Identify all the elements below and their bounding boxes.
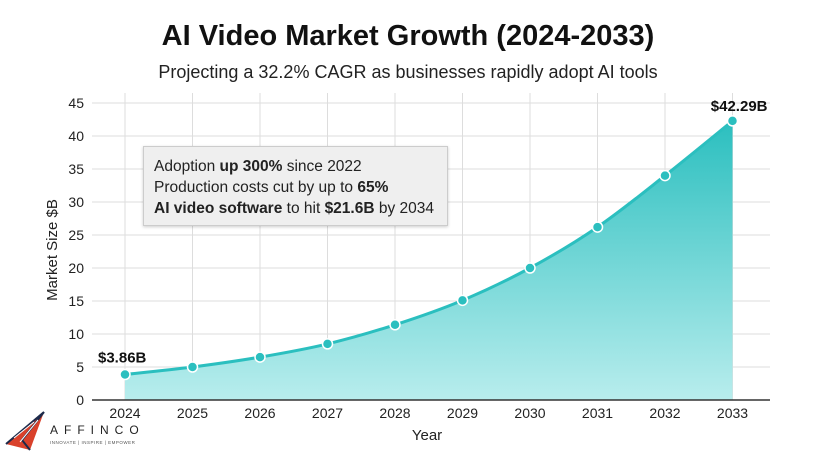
x-tick-label: 2032 — [649, 405, 680, 421]
chart-subtitle: Projecting a 32.2% CAGR as businesses ra… — [158, 62, 658, 82]
data-point — [254, 351, 266, 363]
annotation-text: up 300% — [219, 158, 283, 175]
logo: AFFINCO INNOVATE | INSPIRE | EMPOWER — [4, 410, 144, 454]
annotation-text: 65% — [357, 179, 389, 196]
annotation-text: by 2034 — [374, 200, 435, 217]
y-tick-label: 30 — [68, 194, 84, 210]
y-tick-label: 10 — [68, 326, 84, 342]
x-tick-label: 2027 — [312, 405, 343, 421]
x-tick-label: 2031 — [582, 405, 613, 421]
data-point — [524, 262, 536, 274]
annotation-box: Adoption up 300% since 2022 Production co… — [143, 146, 448, 226]
y-tick-label: 0 — [76, 392, 84, 408]
y-tick-label: 20 — [68, 260, 84, 276]
data-point — [186, 361, 199, 373]
x-tick-label: 2024 — [109, 405, 140, 421]
annotation-line: AI video software to hit $21.6B by 2034 — [154, 198, 437, 219]
area-fill — [125, 120, 733, 401]
logo-name: AFFINCO — [50, 423, 145, 437]
logo-tagline: INNOVATE | INSPIRE | EMPOWER — [50, 440, 136, 445]
data-label-first: $3.86B — [98, 350, 147, 367]
y-tick-label: 25 — [68, 227, 84, 243]
data-label-last: $42.29B — [711, 98, 768, 115]
annotation-text: $21.6B — [324, 200, 375, 217]
data-point — [119, 368, 131, 381]
data-point — [591, 221, 604, 233]
annotation-text: to hit — [282, 200, 325, 217]
y-tick-label: 45 — [68, 95, 84, 111]
x-axis-label: Year — [412, 427, 442, 444]
annotation-text: Adoption — [154, 158, 220, 175]
y-tick-label: 15 — [68, 293, 84, 309]
annotation-line: Production costs cut by up to 65% — [154, 177, 437, 198]
data-point — [726, 115, 739, 127]
data-point — [456, 294, 469, 307]
x-tick-label: 2028 — [379, 405, 410, 421]
paper-plane-icon — [5, 411, 45, 451]
x-tick-label: 2029 — [447, 405, 478, 421]
x-tick-label: 2033 — [717, 405, 748, 421]
data-point — [321, 338, 334, 350]
y-tick-label: 35 — [68, 161, 84, 177]
series-line — [124, 119, 734, 377]
x-tick-label: 2030 — [514, 405, 545, 421]
annotation-text: AI video software — [154, 200, 283, 217]
annotation-text: since 2022 — [282, 158, 362, 175]
x-tick-label: 2026 — [244, 405, 275, 421]
y-tick-label: 40 — [68, 128, 84, 144]
y-axis-label: Market Size $B — [44, 199, 61, 301]
data-point — [659, 169, 671, 182]
annotation-line: Adoption up 300% since 2022 — [154, 156, 437, 177]
annotation-text: Production costs cut by up to — [154, 179, 358, 196]
y-tick-label: 5 — [76, 359, 84, 375]
chart-title: AI Video Market Growth (2024-2033) — [161, 20, 655, 52]
x-tick-label: 2025 — [177, 405, 208, 421]
data-point — [389, 319, 401, 331]
